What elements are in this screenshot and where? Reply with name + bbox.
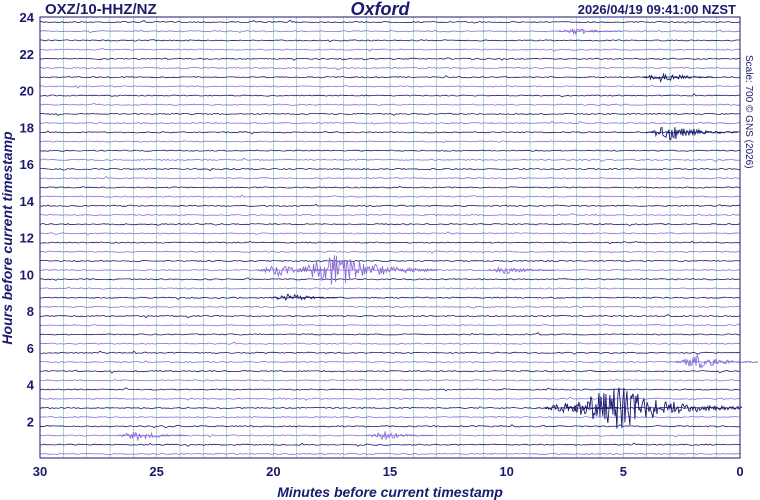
seismic-event: [295, 255, 438, 285]
seismic-event: [543, 403, 619, 414]
trace-row: [39, 269, 741, 273]
trace-row: [39, 369, 741, 374]
trace-row: [39, 223, 741, 227]
x-tick-label: 30: [33, 464, 47, 479]
trace-row: [39, 277, 741, 281]
y-tick-label: 8: [27, 304, 34, 319]
trace-row: [39, 314, 741, 319]
trace-row: [39, 323, 741, 327]
x-tick-label: 25: [149, 464, 163, 479]
x-tick-label: 15: [383, 464, 397, 479]
trace-row: [39, 120, 740, 125]
trace-row: [39, 84, 741, 89]
x-tick-label: 5: [620, 464, 627, 479]
trace-row: [39, 93, 741, 98]
y-tick-label: 2: [27, 414, 34, 429]
trace-row: [39, 332, 741, 336]
seismic-event: [565, 387, 743, 429]
trace-row: [39, 305, 741, 309]
minute-gridlines: [63, 17, 717, 458]
y-tick-label: 4: [27, 378, 35, 393]
trace-row: [39, 231, 741, 236]
x-tick-label: 10: [499, 464, 513, 479]
x-axis-label: Minutes before current timestamp: [277, 484, 503, 500]
trace-row: [39, 167, 741, 172]
seismic-event: [256, 265, 332, 278]
trace-row: [39, 212, 741, 217]
trace-row: [39, 75, 741, 79]
trace-row: [39, 360, 741, 364]
trace-row: [39, 149, 741, 152]
trace-row: [39, 29, 741, 34]
seismic-event: [366, 431, 434, 441]
trace-row: [39, 39, 740, 43]
station-code: OXZ/10-HHZ/NZ: [45, 1, 157, 18]
trace-row: [39, 452, 741, 456]
trace-row: [39, 130, 741, 135]
y-tick-label: 14: [20, 194, 35, 209]
y-tick-label: 18: [20, 120, 34, 135]
trace-rows: [39, 19, 741, 456]
trace-row: [39, 102, 741, 106]
seismic-event: [558, 27, 622, 36]
trace-row: [39, 415, 741, 419]
x-tick-labels: 30 25 20 15 10 5 0: [33, 464, 744, 479]
seismic-event: [645, 126, 739, 141]
chart-title: Oxford: [350, 0, 410, 19]
seismic-event: [674, 353, 759, 369]
scale-note: Scale: 700 © GNS (2026): [743, 55, 754, 169]
trace-row: [39, 286, 741, 290]
y-tick-label: 20: [20, 84, 34, 99]
trace-row: [39, 350, 741, 355]
trace-row: [39, 240, 741, 245]
trace-row: [39, 186, 741, 189]
trace-row: [39, 250, 741, 254]
trace-row: [39, 112, 741, 116]
seismic-event: [642, 72, 714, 84]
y-tick-label: 10: [20, 267, 34, 282]
trace-row: [39, 140, 741, 143]
trace-row: [39, 47, 741, 52]
seismic-event: [487, 265, 555, 275]
y-tick-label: 22: [20, 47, 34, 62]
trace-row: [39, 259, 741, 262]
y-tick-label: 24: [20, 10, 35, 25]
y-tick-label: 16: [20, 157, 34, 172]
seismic-events: [117, 27, 759, 442]
y-axis-label: Hours before current timestamp: [0, 131, 15, 345]
plot-frame: [39, 16, 741, 459]
x-tick-label: 20: [266, 464, 280, 479]
trace-row: [39, 203, 741, 207]
trace-row: [39, 442, 741, 447]
trace-row: [39, 175, 741, 180]
trace-row: [39, 57, 741, 61]
timestamp: 2026/04/19 09:41:00 NZST: [577, 2, 736, 17]
trace-row: [39, 66, 741, 71]
trace-row: [39, 194, 741, 198]
trace-row: [39, 424, 741, 429]
trace-row: [39, 19, 741, 24]
trace-row: [39, 296, 741, 300]
trace-row: [39, 378, 741, 382]
y-tick-label: 12: [20, 231, 34, 246]
y-tick-label: 6: [27, 341, 34, 356]
trace-row: [39, 387, 741, 392]
seismic-event: [270, 293, 338, 301]
seismic-event: [117, 431, 189, 442]
trace-row: [39, 341, 741, 345]
trace-row: [40, 157, 741, 162]
x-tick-label: 0: [736, 464, 743, 479]
